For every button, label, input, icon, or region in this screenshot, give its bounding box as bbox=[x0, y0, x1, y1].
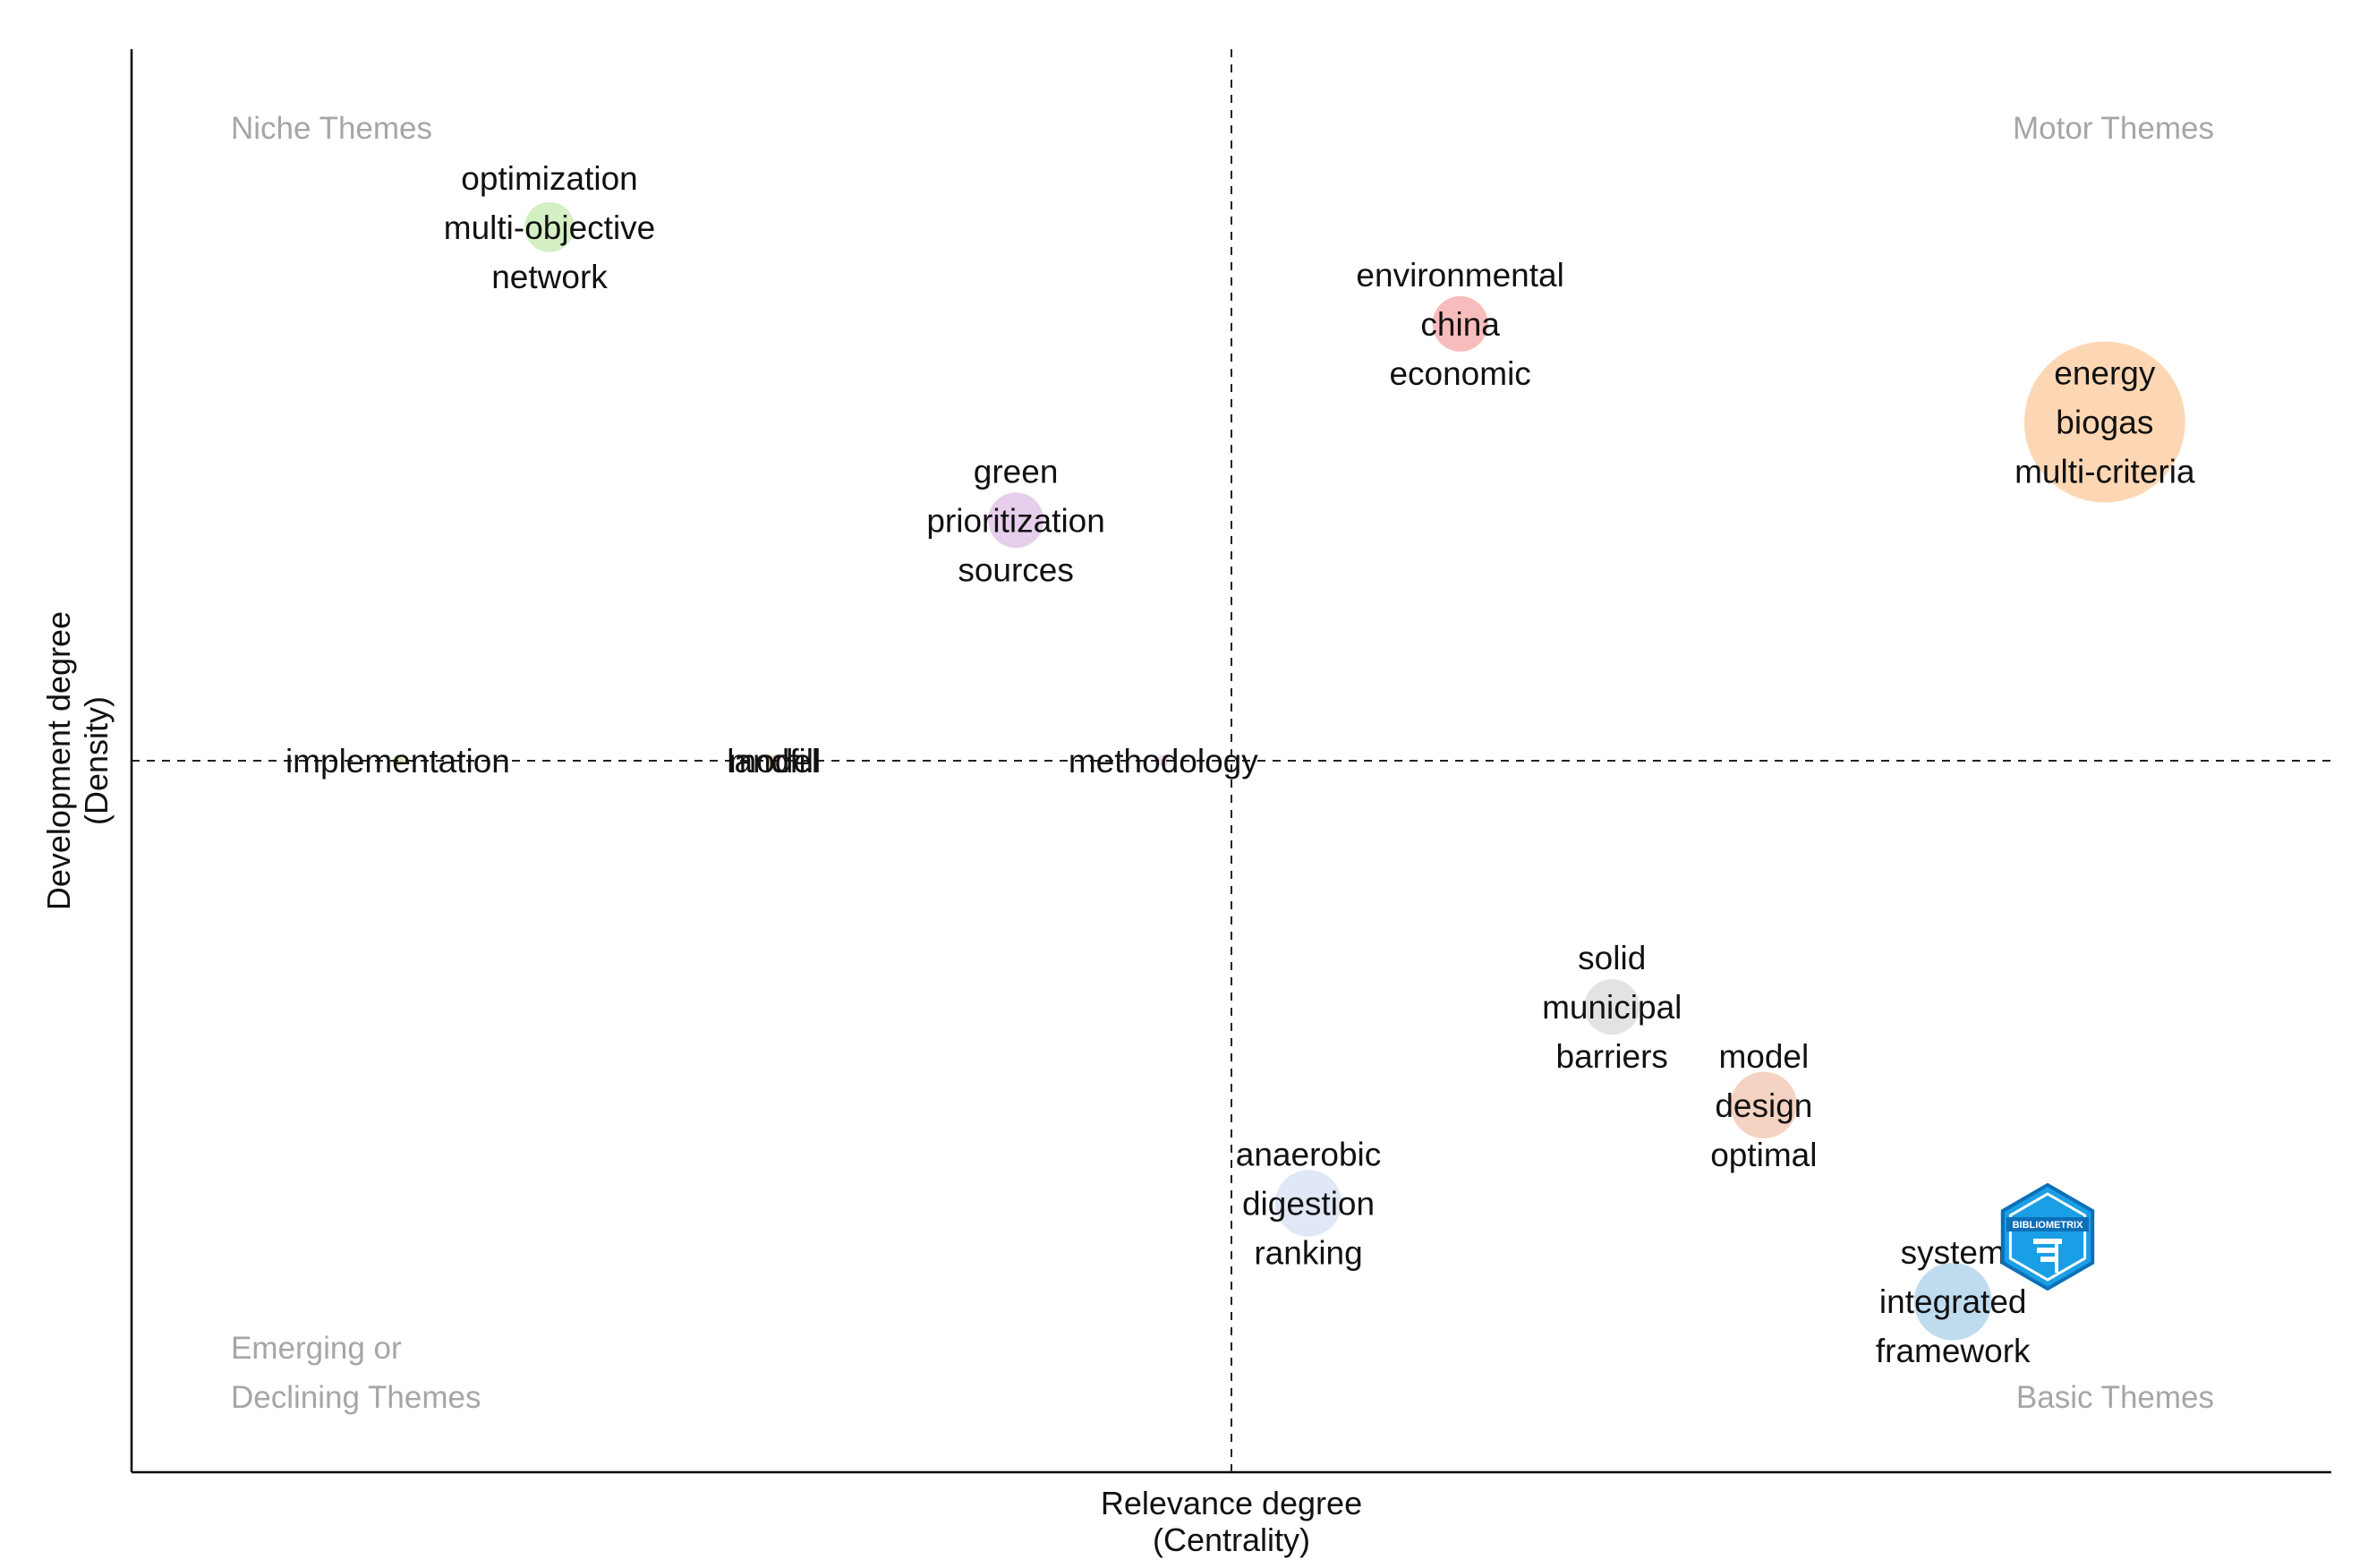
y-axis-title: Development degree bbox=[40, 611, 77, 910]
bubble-municipal bbox=[1584, 979, 1640, 1035]
cluster-label-green: green bbox=[974, 453, 1059, 490]
cluster-label-system: system bbox=[1901, 1234, 2006, 1271]
bubble-design bbox=[1730, 1071, 1798, 1138]
bubble-methodology bbox=[1157, 754, 1170, 767]
quadrant-label-top-right: Motor Themes bbox=[2013, 111, 2214, 146]
x-axis-title: Relevance degree bbox=[1101, 1485, 1362, 1521]
quadrant-label-bottom-left: Emerging or bbox=[231, 1331, 402, 1366]
cluster-label-design: design bbox=[1715, 1087, 1812, 1124]
logo-banner bbox=[2006, 1217, 2089, 1231]
plot-frame bbox=[130, 49, 2331, 1474]
cluster-label-china: china bbox=[1420, 306, 1500, 343]
x-axis-subtitle: (Centrality) bbox=[1153, 1521, 1310, 1558]
cluster-label-anaerobic: anaerobic bbox=[1236, 1136, 1382, 1172]
bubble-integrated bbox=[1913, 1262, 1992, 1341]
cluster-label-landfill: landfill bbox=[727, 743, 821, 780]
bubble-digestion bbox=[1274, 1170, 1342, 1237]
cluster-label-municipal: municipal bbox=[1542, 989, 1682, 1026]
bibliometrix-logo: BIBLIOMETRIX bbox=[2000, 1182, 2095, 1291]
logo-hexagon bbox=[2000, 1182, 2095, 1291]
cluster-label-solid: solid bbox=[1578, 940, 1646, 976]
cluster-label-integrated: integrated bbox=[1879, 1283, 2027, 1320]
cluster-label-model: model bbox=[728, 743, 819, 780]
logo-inner-ring bbox=[2008, 1192, 2087, 1282]
bubble-china bbox=[1432, 295, 1488, 352]
bubble-prioritization bbox=[988, 492, 1044, 549]
cluster-label-optimization: optimization bbox=[461, 160, 637, 197]
cluster-label-environmental: environmental bbox=[1356, 257, 1563, 294]
logo-bar bbox=[2033, 1239, 2062, 1244]
cluster-label-digestion: digestion bbox=[1242, 1185, 1375, 1222]
cluster-label-model: model bbox=[1718, 1038, 1809, 1075]
cluster-label-prioritization: prioritization bbox=[926, 502, 1104, 539]
y-axis-subtitle: (Density) bbox=[78, 696, 115, 825]
logo-text: BIBLIOMETRIX bbox=[2013, 1220, 2083, 1231]
quadrant-label-top-left: Niche Themes bbox=[231, 111, 432, 146]
cluster-label-economic: economic bbox=[1389, 355, 1530, 392]
logo-bar bbox=[2040, 1257, 2055, 1262]
cluster-label-ranking: ranking bbox=[1254, 1234, 1362, 1271]
cluster-label-framework: framework bbox=[1876, 1333, 2031, 1369]
cluster-label-multi-criteria: multi-criteria bbox=[2015, 454, 2195, 490]
cluster-label-methodology: methodology bbox=[1069, 743, 1258, 780]
cluster-label-implementation: implementation bbox=[285, 743, 510, 780]
cluster-label-optimal: optimal bbox=[1710, 1137, 1817, 1173]
bubble-energy bbox=[2023, 341, 2185, 503]
cluster-labels: optimization multi-objective network enviro… bbox=[285, 160, 2195, 1369]
axis-titles: Relevance degree(Centrality) Development … bbox=[40, 611, 1362, 1558]
logo-bar bbox=[2037, 1248, 2058, 1253]
cluster-label-biogas: biogas bbox=[2056, 405, 2153, 441]
cluster-label-network: network bbox=[491, 259, 608, 295]
bubble-optimization bbox=[524, 201, 575, 252]
cluster-label-sources: sources bbox=[958, 551, 1074, 588]
quadrant-label-bottom-right: Basic Themes bbox=[2016, 1380, 2214, 1415]
cluster-label-multi-objective: multi-objective bbox=[444, 209, 655, 246]
quadrant-label-bottom-left: Declining Themes bbox=[231, 1380, 481, 1415]
quadrant-labels: Niche Themes Motor Themes Emerging or Decli… bbox=[231, 111, 2214, 1415]
cluster-label-energy: energy bbox=[2054, 355, 2156, 392]
cluster-bubbles bbox=[392, 201, 2185, 1341]
cluster-label-barriers: barriers bbox=[1556, 1038, 1668, 1075]
